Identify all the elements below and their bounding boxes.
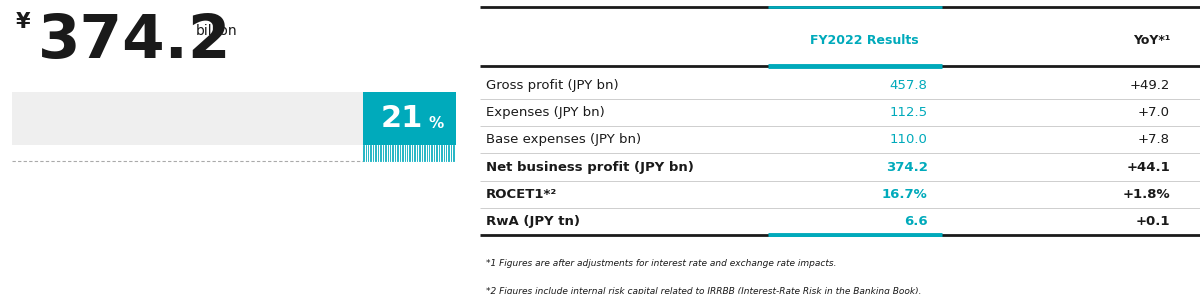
Text: +49.2: +49.2 [1129, 79, 1170, 92]
Text: Net business profit (JPY bn): Net business profit (JPY bn) [486, 161, 694, 173]
Text: 374.2: 374.2 [38, 12, 232, 71]
Text: 374.2: 374.2 [886, 161, 928, 173]
Text: ¥: ¥ [16, 12, 30, 32]
FancyBboxPatch shape [362, 92, 456, 145]
Text: 6.6: 6.6 [904, 215, 928, 228]
Text: +0.1: +0.1 [1135, 215, 1170, 228]
Text: Gross profit (JPY bn): Gross profit (JPY bn) [486, 79, 619, 92]
Text: *2 Figures include internal risk capital related to IRRBB (Interest-Rate Risk in: *2 Figures include internal risk capital… [486, 287, 922, 294]
Text: 21: 21 [380, 104, 424, 133]
FancyBboxPatch shape [12, 92, 456, 145]
Text: RwA (JPY tn): RwA (JPY tn) [486, 215, 580, 228]
Text: 110.0: 110.0 [889, 133, 928, 146]
Text: +1.8%: +1.8% [1122, 188, 1170, 201]
Text: 457.8: 457.8 [889, 79, 928, 92]
Text: Base expenses (JPY bn): Base expenses (JPY bn) [486, 133, 641, 146]
Text: +7.8: +7.8 [1138, 133, 1170, 146]
Text: 112.5: 112.5 [889, 106, 928, 119]
Text: 16.7%: 16.7% [882, 188, 928, 201]
Text: billion: billion [196, 24, 238, 38]
Text: Expenses (JPY bn): Expenses (JPY bn) [486, 106, 605, 119]
Text: YoY*¹: YoY*¹ [1133, 34, 1171, 47]
Text: +44.1: +44.1 [1127, 161, 1170, 173]
Text: FY2022 Results: FY2022 Results [810, 34, 918, 47]
Text: +7.0: +7.0 [1138, 106, 1170, 119]
Text: %: % [428, 116, 444, 131]
Text: *1 Figures are after adjustments for interest rate and exchange rate impacts.: *1 Figures are after adjustments for int… [486, 259, 836, 268]
Text: ROCET1*²: ROCET1*² [486, 188, 557, 201]
